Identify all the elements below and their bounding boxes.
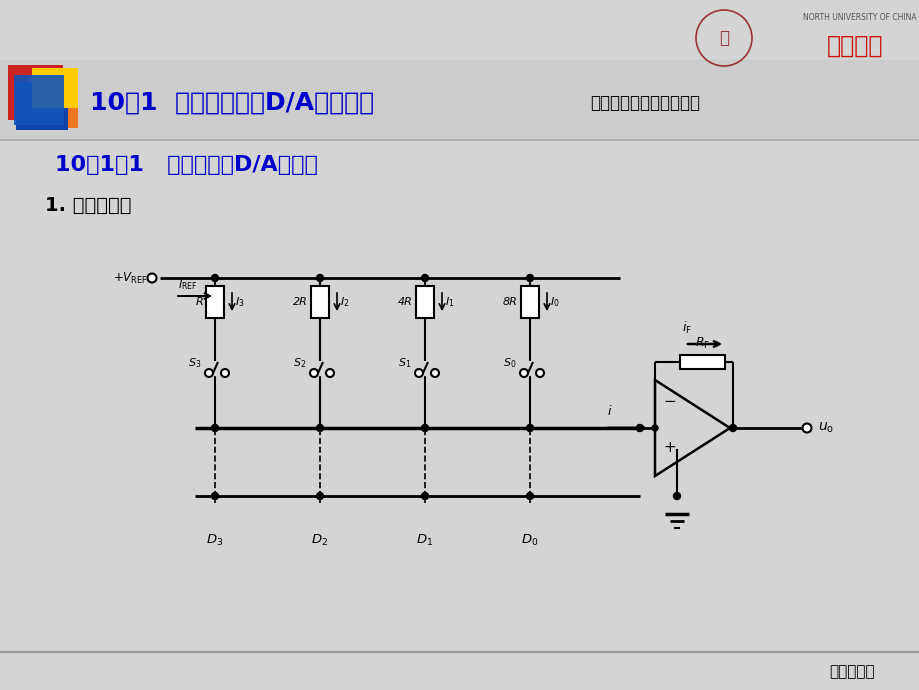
Text: $S_0$: $S_0$: [502, 356, 516, 370]
Bar: [28, 78, 78, 128]
Text: $S_3$: $S_3$: [187, 356, 200, 370]
Circle shape: [211, 275, 219, 282]
Circle shape: [652, 425, 657, 431]
Circle shape: [526, 493, 533, 500]
Bar: [520, 286, 539, 318]
Bar: [14, 75, 64, 125]
Bar: [32, 68, 78, 108]
Circle shape: [536, 369, 543, 377]
Circle shape: [316, 424, 323, 431]
Circle shape: [526, 275, 533, 282]
Circle shape: [316, 493, 323, 500]
Text: $D_3$: $D_3$: [206, 533, 223, 548]
Text: $I_0$: $I_0$: [550, 295, 559, 309]
Bar: [8, 65, 62, 120]
Text: $+$: $+$: [663, 440, 675, 455]
Text: $u_{\rm o}$: $u_{\rm o}$: [817, 421, 834, 435]
Circle shape: [221, 369, 229, 377]
Text: $i_{\rm F}$: $i_{\rm F}$: [681, 320, 691, 336]
Text: 洛: 洛: [719, 29, 728, 47]
Circle shape: [526, 424, 533, 431]
Text: $S_1$: $S_1$: [397, 356, 411, 370]
Bar: [0, 60, 919, 140]
Text: $I_1$: $I_1$: [445, 295, 454, 309]
Circle shape: [205, 369, 213, 377]
Text: 4R: 4R: [398, 297, 413, 307]
Circle shape: [325, 369, 334, 377]
Circle shape: [211, 424, 219, 431]
Text: $S_2$: $S_2$: [292, 356, 306, 370]
Text: 1. 电路原理图: 1. 电路原理图: [45, 195, 131, 215]
Bar: [16, 82, 68, 130]
Text: $D_0$: $D_0$: [521, 533, 539, 548]
Circle shape: [421, 424, 428, 431]
Text: NORTH UNIVERSITY OF CHINA: NORTH UNIVERSITY OF CHINA: [802, 14, 916, 23]
Circle shape: [421, 493, 428, 500]
Text: $-$: $-$: [663, 392, 675, 406]
Circle shape: [414, 369, 423, 377]
Text: $I_2$: $I_2$: [340, 295, 349, 309]
Text: 10．1．1   权电阵网络D/A转换器: 10．1．1 权电阵网络D/A转换器: [55, 155, 318, 175]
Text: $D_2$: $D_2$: [312, 533, 328, 548]
Circle shape: [310, 369, 318, 377]
Circle shape: [421, 275, 428, 282]
Text: $D_1$: $D_1$: [416, 533, 433, 548]
Text: $I_3$: $I_3$: [234, 295, 244, 309]
Text: 8R: 8R: [503, 297, 517, 307]
Text: 10．1  数模转换器（D/A转换器）: 10．1 数模转换器（D/A转换器）: [90, 91, 374, 115]
Text: $+V_{\rm REF}$: $+V_{\rm REF}$: [113, 270, 148, 286]
Circle shape: [316, 275, 323, 282]
Circle shape: [430, 369, 438, 377]
Text: R: R: [195, 297, 203, 307]
Text: 2R: 2R: [293, 297, 308, 307]
Circle shape: [729, 424, 736, 431]
Text: 电子技术课程多媒体课件: 电子技术课程多媒体课件: [589, 94, 699, 112]
Circle shape: [147, 273, 156, 282]
Circle shape: [211, 493, 219, 500]
Text: $I_{\rm REF}$: $I_{\rm REF}$: [177, 278, 198, 292]
Circle shape: [673, 493, 680, 500]
Text: 中北大学: 中北大学: [826, 34, 882, 58]
Text: 返回主目录: 返回主目录: [828, 664, 874, 680]
Bar: [206, 286, 223, 318]
Circle shape: [801, 424, 811, 433]
Circle shape: [636, 424, 642, 431]
Bar: [311, 286, 329, 318]
Circle shape: [519, 369, 528, 377]
Text: $i$: $i$: [607, 404, 612, 418]
Bar: [415, 286, 434, 318]
Text: $R_{\rm F}$: $R_{\rm F}$: [694, 336, 709, 351]
Bar: [679, 355, 724, 369]
